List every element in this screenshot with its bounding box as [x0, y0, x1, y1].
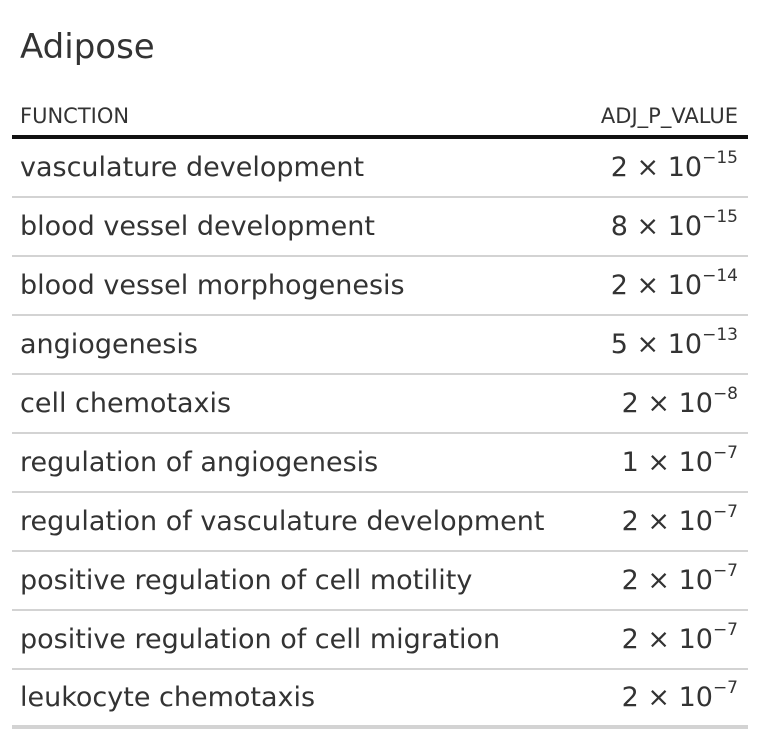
function-cell: vasculature development — [20, 152, 365, 183]
function-cell: positive regulation of cell migration — [20, 624, 501, 655]
function-cell: positive regulation of cell motility — [20, 565, 473, 596]
table-row: positive regulation of cell motility 2 ×… — [12, 552, 748, 611]
results-table: Adipose FUNCTION ADJ_P_VALUE vasculature… — [12, 0, 748, 729]
p-value-mantissa: 2 × 10 — [610, 152, 703, 183]
p-value-mantissa: 8 × 10 — [610, 211, 703, 242]
p-value-exponent: −7 — [712, 443, 738, 463]
p-value-cell: 5 × 10−13 — [610, 327, 738, 361]
table-row: regulation of vasculature development 2 … — [12, 493, 748, 552]
p-value-cell: 2 × 10−15 — [610, 150, 738, 184]
p-value-exponent: −7 — [712, 561, 738, 581]
column-header-adj-p-value: ADJ_P_VALUE — [600, 103, 738, 128]
function-cell: blood vessel development — [20, 211, 375, 242]
function-cell: regulation of vasculature development — [20, 506, 545, 537]
p-value-cell: 2 × 10−7 — [621, 563, 738, 597]
table-header: FUNCTION ADJ_P_VALUE — [12, 96, 748, 139]
p-value-exponent: −7 — [712, 678, 738, 698]
function-cell: leukocyte chemotaxis — [20, 682, 316, 713]
p-value-mantissa: 5 × 10 — [610, 329, 703, 360]
p-value-mantissa: 2 × 10 — [621, 624, 713, 655]
p-value-exponent: −13 — [702, 325, 738, 345]
p-value-cell: 1 × 10−7 — [621, 445, 738, 479]
table-body: vasculature development 2 × 10−15 blood … — [12, 139, 748, 729]
p-value-cell: 2 × 10−14 — [610, 268, 738, 302]
p-value-cell: 2 × 10−8 — [621, 386, 738, 420]
p-value-exponent: −14 — [702, 266, 738, 286]
function-cell: cell chemotaxis — [20, 388, 232, 419]
p-value-exponent: −7 — [712, 620, 738, 640]
p-value-exponent: −8 — [712, 384, 738, 404]
p-value-cell: 2 × 10−7 — [621, 504, 738, 538]
function-cell: regulation of angiogenesis — [20, 447, 379, 478]
table-row: blood vessel development 8 × 10−15 — [12, 198, 748, 257]
p-value-mantissa: 2 × 10 — [610, 270, 703, 301]
p-value-cell: 2 × 10−7 — [621, 680, 738, 714]
p-value-mantissa: 2 × 10 — [621, 506, 713, 537]
column-header-function: FUNCTION — [20, 103, 130, 128]
function-cell: blood vessel morphogenesis — [20, 270, 405, 301]
table-row: vasculature development 2 × 10−15 — [12, 139, 748, 198]
p-value-mantissa: 2 × 10 — [621, 682, 713, 713]
p-value-exponent: −15 — [702, 207, 738, 227]
table-row: positive regulation of cell migration 2 … — [12, 611, 748, 670]
p-value-mantissa: 1 × 10 — [621, 447, 713, 478]
table-row: blood vessel morphogenesis 2 × 10−14 — [12, 257, 748, 316]
table-row: cell chemotaxis 2 × 10−8 — [12, 375, 748, 434]
table-row: leukocyte chemotaxis 2 × 10−7 — [12, 670, 748, 729]
p-value-cell: 8 × 10−15 — [610, 209, 738, 243]
p-value-exponent: −15 — [702, 148, 738, 168]
table-row: angiogenesis 5 × 10−13 — [12, 316, 748, 375]
p-value-mantissa: 2 × 10 — [621, 388, 713, 419]
function-cell: angiogenesis — [20, 329, 198, 360]
table-title: Adipose — [20, 27, 155, 67]
p-value-cell: 2 × 10−7 — [621, 622, 738, 656]
table-row: regulation of angiogenesis 1 × 10−7 — [12, 434, 748, 493]
p-value-exponent: −7 — [712, 502, 738, 522]
p-value-mantissa: 2 × 10 — [621, 565, 713, 596]
